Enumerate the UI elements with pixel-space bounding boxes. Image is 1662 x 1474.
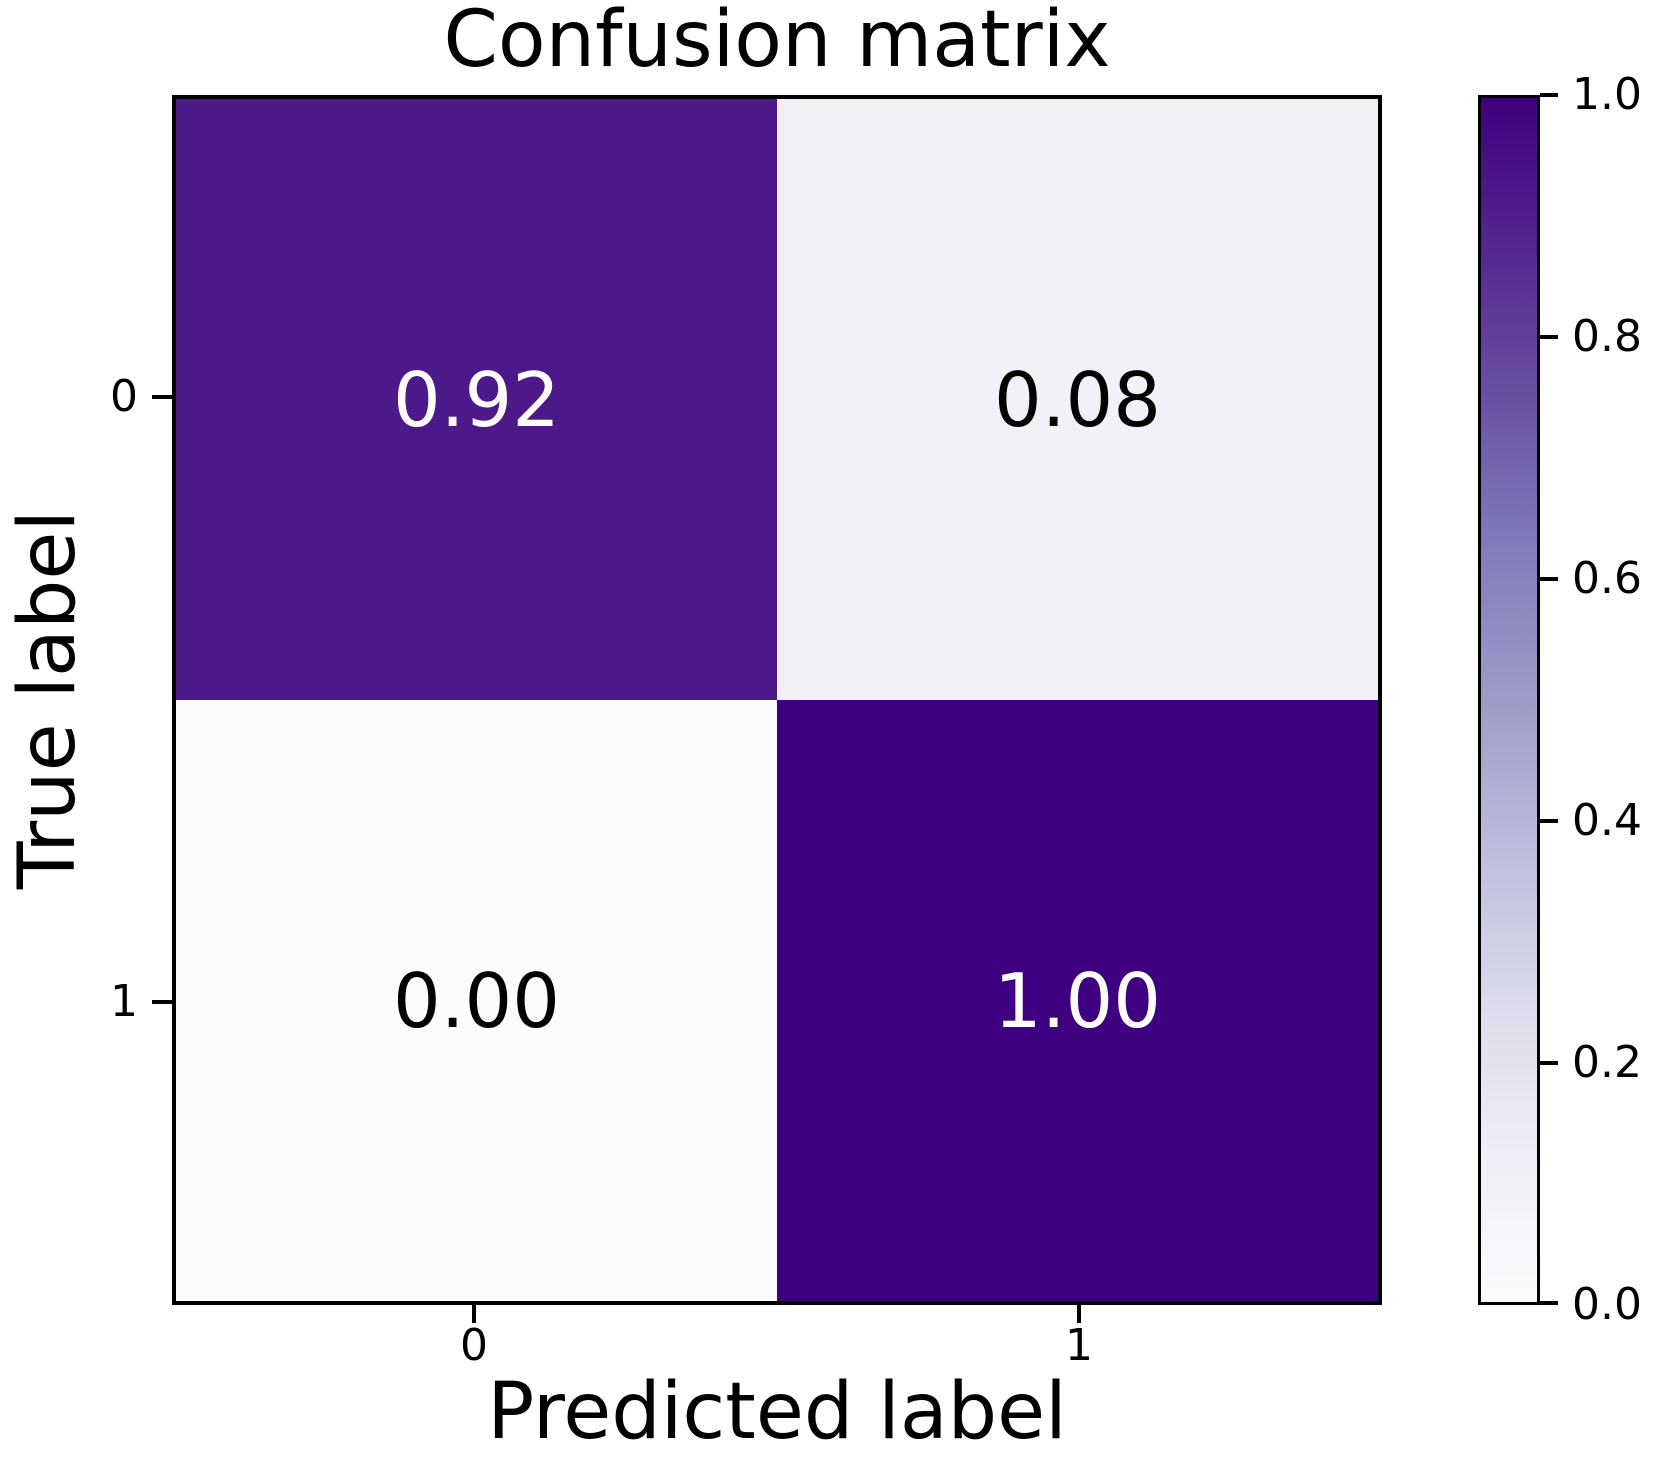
colorbar <box>1478 95 1540 1305</box>
colorbar-tick-mark-0.4 <box>1540 819 1558 823</box>
y-axis-label-container: True label <box>3 95 93 1305</box>
x-tick-mark-0 <box>472 1305 476 1323</box>
x-axis-label: Predicted label <box>487 1367 1067 1457</box>
matrix-cell-true0-pred0: 0.92 <box>176 99 777 700</box>
colorbar-tick-label-0.4: 0.4 <box>1572 795 1642 846</box>
y-tick-mark-1 <box>152 1000 172 1004</box>
colorbar-tick-mark-1.0 <box>1540 93 1558 97</box>
chart-title: Confusion matrix <box>443 0 1111 85</box>
matrix-cell-true1-pred0: 0.00 <box>176 700 777 1301</box>
matrix-cell-true1-pred1: 1.00 <box>777 700 1378 1301</box>
x-tick-label-1: 1 <box>1065 1320 1093 1371</box>
colorbar-tick-mark-0.0 <box>1540 1301 1558 1305</box>
x-tick-label-0: 0 <box>460 1320 488 1371</box>
colorbar-tick-label-1.0: 1.0 <box>1572 69 1642 120</box>
heatmap-plot-area: 0.92 0.08 0.00 1.00 <box>172 95 1382 1305</box>
y-tick-label-1: 1 <box>110 976 138 1027</box>
y-tick-mark-0 <box>152 395 172 399</box>
colorbar-tick-mark-0.6 <box>1540 577 1558 581</box>
colorbar-tick-label-0.0: 0.0 <box>1572 1279 1642 1330</box>
y-tick-label-0: 0 <box>110 371 138 422</box>
colorbar-tick-label-0.8: 0.8 <box>1572 311 1642 362</box>
x-tick-mark-1 <box>1077 1305 1081 1323</box>
matrix-cell-true0-pred1: 0.08 <box>777 99 1378 700</box>
colorbar-tick-mark-0.2 <box>1540 1061 1558 1065</box>
colorbar-tick-label-0.6: 0.6 <box>1572 553 1642 604</box>
y-axis-label: True label <box>3 510 93 890</box>
colorbar-tick-label-0.2: 0.2 <box>1572 1037 1642 1088</box>
colorbar-tick-mark-0.8 <box>1540 335 1558 339</box>
